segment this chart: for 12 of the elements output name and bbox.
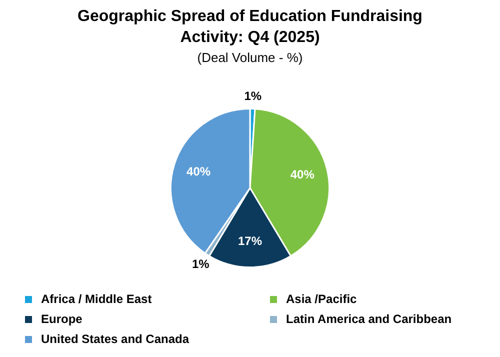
data-label: 1% xyxy=(244,89,262,104)
chart-title: Geographic Spread of Education Fundraising Activity: Q4 (2025) xyxy=(76,7,424,48)
legend-label: Europe xyxy=(41,312,82,326)
legend-label: Latin America and Caribbean xyxy=(286,312,452,326)
data-label: 17% xyxy=(238,234,262,248)
chart-subtitle: (Deal Volume - %) xyxy=(196,50,304,65)
data-label: 1% xyxy=(192,257,210,272)
legend-label: Africa / Middle East xyxy=(41,292,152,306)
data-label: 40% xyxy=(186,164,211,178)
legend-label: Asia /Pacific xyxy=(286,292,357,306)
legend-label: United States and Canada xyxy=(41,332,190,346)
data-label: 40% xyxy=(290,168,315,182)
